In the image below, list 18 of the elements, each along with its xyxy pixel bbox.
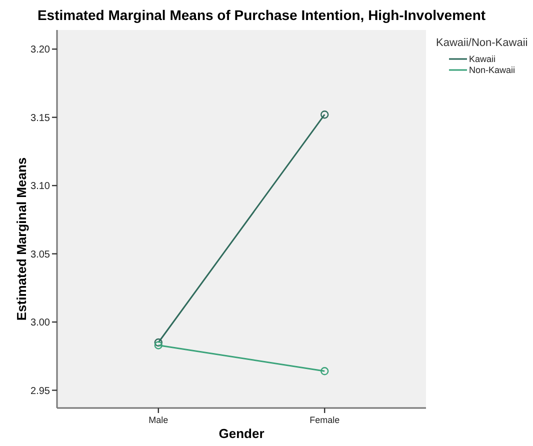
legend-label: Kawaii bbox=[469, 54, 496, 64]
y-tick-label: 3.05 bbox=[30, 249, 50, 260]
y-tick-label: 2.95 bbox=[30, 386, 50, 397]
y-tick-label: 3.20 bbox=[30, 44, 50, 56]
x-axis-title: Gender bbox=[218, 426, 264, 441]
x-tick-label: Male bbox=[148, 415, 168, 425]
y-axis-title: Estimated Marginal Means bbox=[14, 157, 29, 321]
point bbox=[320, 367, 329, 376]
legend-title: Kawaii/Non-Kawaii bbox=[436, 37, 528, 49]
y-tick-label: 3.00 bbox=[30, 318, 50, 329]
point bbox=[320, 110, 329, 119]
point bbox=[154, 341, 162, 350]
chart-title: Estimated Marginal Means of Purchase Intention, High-Involvement bbox=[37, 7, 486, 23]
y-tick-label: 3.15 bbox=[30, 112, 50, 124]
y-tick-label: 3.10 bbox=[30, 181, 50, 192]
legend-label: Non-Kawaii bbox=[469, 65, 516, 76]
x-tick-label: Female bbox=[310, 415, 340, 425]
point bbox=[154, 338, 162, 347]
